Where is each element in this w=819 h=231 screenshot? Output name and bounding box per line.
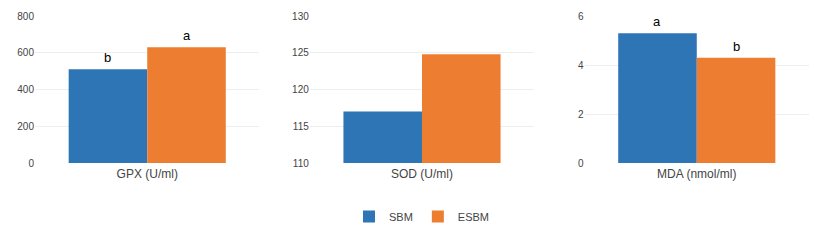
svg-text:120: 120 xyxy=(292,84,309,95)
svg-text:200: 200 xyxy=(17,121,34,132)
svg-text:a: a xyxy=(653,14,661,29)
svg-text:130: 130 xyxy=(292,11,309,22)
svg-text:b: b xyxy=(104,50,111,65)
svg-text:0: 0 xyxy=(28,158,34,169)
svg-text:MDA (nmol/ml): MDA (nmol/ml) xyxy=(657,167,736,181)
svg-text:SBM: SBM xyxy=(389,211,413,223)
svg-text:115: 115 xyxy=(293,121,309,132)
svg-text:a: a xyxy=(183,28,191,43)
svg-text:400: 400 xyxy=(17,84,34,95)
svg-text:SOD (U/ml): SOD (U/ml) xyxy=(391,167,453,181)
svg-text:600: 600 xyxy=(17,47,34,58)
svg-text:6: 6 xyxy=(578,11,584,22)
svg-text:110: 110 xyxy=(293,158,309,169)
svg-text:125: 125 xyxy=(292,47,309,58)
svg-text:4: 4 xyxy=(578,60,584,71)
svg-text:ESBM: ESBM xyxy=(458,211,489,223)
svg-text:800: 800 xyxy=(17,11,34,22)
svg-text:GPX (U/ml): GPX (U/ml) xyxy=(117,167,178,181)
svg-text:b: b xyxy=(733,39,740,54)
svg-text:0: 0 xyxy=(578,158,584,169)
svg-text:2: 2 xyxy=(578,109,584,120)
